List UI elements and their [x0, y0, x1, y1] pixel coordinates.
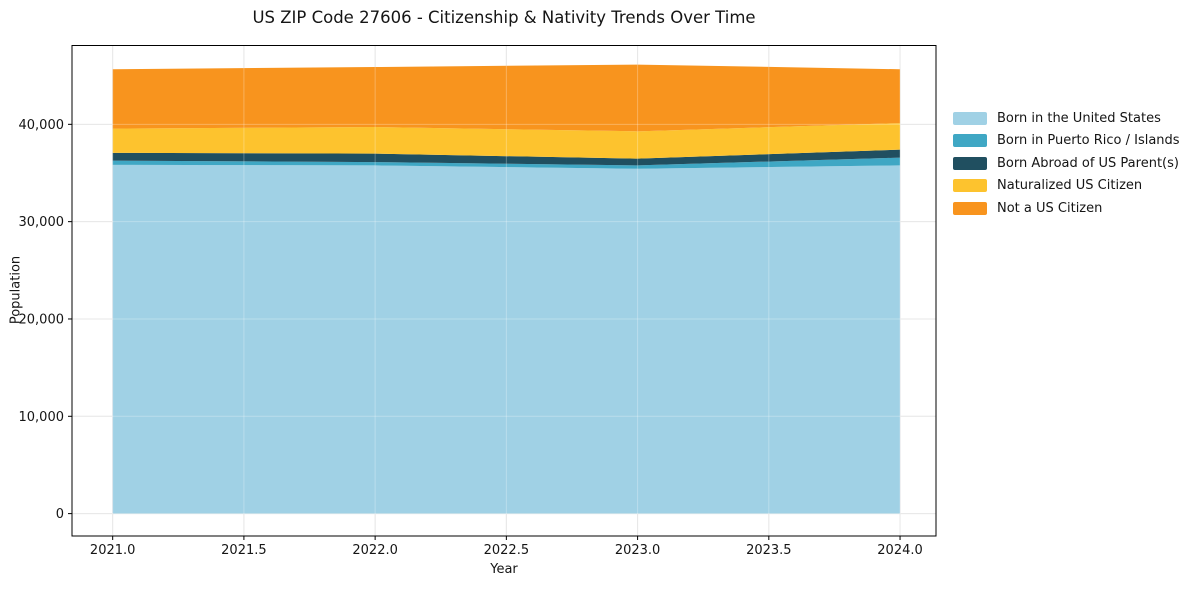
legend-swatch — [953, 179, 987, 193]
legend-label: Not a US Citizen — [997, 200, 1103, 216]
y-tick-label: 0 — [56, 507, 64, 522]
tick-layer: 2021.0 2021.5 2022.0 2022.5 2023.0 2023.5 2024… — [19, 118, 923, 558]
area-series-3 — [112, 123, 901, 159]
legend-item: Naturalized US Citizen — [953, 175, 1180, 198]
plot-border — [71, 45, 937, 537]
area-series-4 — [112, 64, 901, 132]
legend-item: Born Abroad of US Parent(s) — [953, 152, 1180, 175]
x-tick-label: 2021.0 — [90, 543, 136, 558]
chart-title: US ZIP Code 27606 - Citizenship & Nativi… — [252, 8, 756, 27]
legend-label: Born in Puerto Rico / Islands — [997, 133, 1180, 149]
y-tick-label: 40,000 — [19, 118, 65, 133]
x-tick-label: 2024.0 — [877, 543, 923, 558]
x-tick-label: 2022.5 — [484, 543, 530, 558]
legend-label: Born Abroad of US Parent(s) — [997, 155, 1179, 171]
legend-item: Born in the United States — [953, 107, 1180, 130]
legend-label: Born in the United States — [997, 110, 1161, 126]
grid-overlay-layer — [72, 45, 936, 536]
y-tick-label: 10,000 — [19, 410, 65, 425]
legend-swatch — [953, 111, 987, 125]
y-axis-label: Population — [8, 255, 24, 325]
legend: Born in the United States Born in Puerto… — [953, 107, 1180, 220]
x-tick-label: 2021.5 — [221, 543, 267, 558]
legend-item: Born in Puerto Rico / Islands — [953, 130, 1180, 153]
area-series-1 — [112, 157, 901, 169]
y-tick-label: 30,000 — [19, 215, 65, 230]
legend-label: Naturalized US Citizen — [997, 178, 1143, 194]
x-tick-label: 2023.0 — [615, 543, 661, 558]
x-tick-label: 2023.5 — [746, 543, 792, 558]
legend-swatch — [953, 201, 987, 215]
legend-item: Not a US Citizen — [953, 197, 1180, 220]
area-series-0 — [112, 164, 901, 514]
x-axis-label: Year — [490, 562, 518, 577]
legend-swatch — [953, 134, 987, 148]
y-tick-label: 20,000 — [19, 312, 65, 327]
legend-swatch — [953, 156, 987, 170]
x-tick-label: 2022.0 — [352, 543, 398, 558]
area-series-2 — [112, 149, 901, 166]
